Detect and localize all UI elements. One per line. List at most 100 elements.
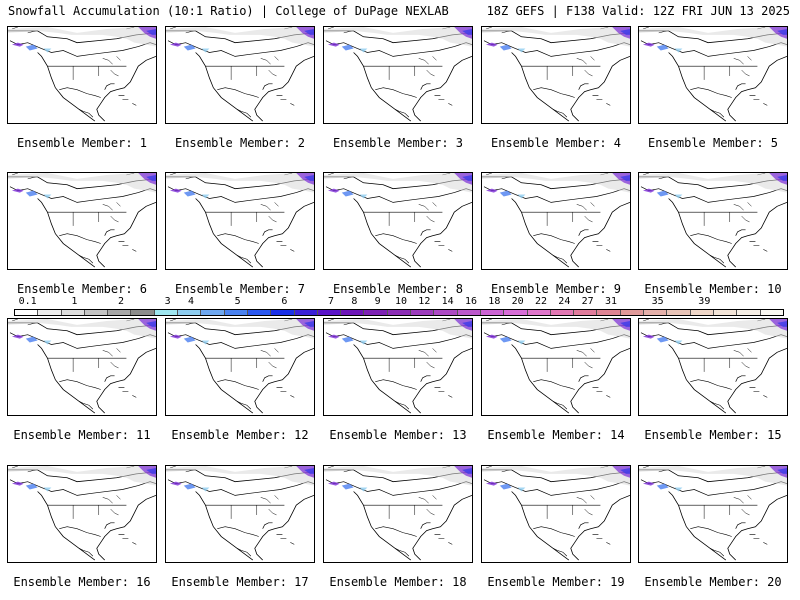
ensemble-member-label: Ensemble Member: 7 [174,282,306,296]
ensemble-member-map [7,465,157,563]
colorbar-tick-label: 1 [71,296,78,307]
colorbar-segment [597,310,621,315]
ensemble-member-map [481,172,631,270]
colorbar-segment [341,310,365,315]
map-title: Snowfall Accumulation (10:1 Ratio) | Col… [8,4,449,18]
colorbar-tick-label: 2 [117,296,125,307]
ensemble-member-label: Ensemble Member: 10 [644,282,782,296]
ensemble-member-map [165,26,315,124]
colorbar-segment [271,310,295,315]
colorbar-segment [364,310,388,315]
north-america-snowfall-map [166,173,314,268]
ensemble-member-label: Ensemble Member: 20 [644,575,782,589]
colorbar-tick-label: 27 [581,296,594,307]
north-america-snowfall-map [482,319,630,414]
ensemble-member-label: Ensemble Member: 8 [332,282,464,296]
colorbar-segment [224,310,248,315]
colorbar-segment [294,310,318,315]
colorbar-segment [550,310,575,315]
ensemble-member-map [323,318,473,416]
ensemble-member-map [638,318,788,416]
colorbar-tick-label: 9 [374,296,381,307]
colorbar-tick-label: 14 [441,296,454,307]
ensemble-member-label: Ensemble Member: 3 [332,136,464,150]
ensemble-member-map [165,465,315,563]
ensemble-member-map [323,172,473,270]
run-info: 18Z GEFS | F138 Valid: 12Z FRI JUN 13 20… [486,4,790,18]
north-america-snowfall-map [8,319,156,414]
ensemble-member-label: Ensemble Member: 12 [171,428,309,442]
ensemble-member-map [481,318,631,416]
colorbar-segment [737,310,761,315]
colorbar-segment [247,310,272,315]
north-america-snowfall-map [482,27,630,122]
north-america-snowfall-map [639,319,787,414]
north-america-snowfall-map [639,173,787,268]
colorbar-tick-label: 39 [698,296,711,307]
ensemble-member-label: Ensemble Member: 18 [329,575,467,589]
ensemble-member-map [165,172,315,270]
colorbar-tick-label: 6 [281,296,288,307]
colorbar-segment [15,310,39,315]
north-america-snowfall-map [166,466,314,561]
colorbar-tick-label: 10 [394,296,408,307]
colorbar-segment [131,310,155,315]
colorbar-tick-label: 0.1 [18,296,37,307]
colorbar-segment [434,310,458,315]
ensemble-member-label: Ensemble Member: 5 [647,136,779,150]
ensemble-member-map [7,172,157,270]
colorbar-segment [387,310,412,315]
colorbar-tick-label: 8 [351,296,358,307]
colorbar-tick-label: 22 [534,296,548,307]
ensemble-member-label: Ensemble Member: 14 [487,428,625,442]
north-america-snowfall-map [166,319,314,414]
colorbar-tick-label: 12 [418,296,431,307]
north-america-snowfall-map [482,173,630,268]
ensemble-member-label: Ensemble Member: 6 [16,282,148,296]
ensemble-member-map [323,26,473,124]
ensemble-member-label: Ensemble Member: 16 [13,575,151,589]
north-america-snowfall-map [324,466,472,561]
colorbar-tick-label: 24 [558,296,571,307]
colorbar-segment [620,310,645,315]
ensemble-member-map [7,318,157,416]
colorbar-segment [667,310,691,315]
ensemble-member-label: Ensemble Member: 15 [644,428,782,442]
north-america-snowfall-map [639,27,787,122]
colorbar-tick-label: 4 [187,296,195,307]
ensemble-member-map [638,26,788,124]
ensemble-member-label: Ensemble Member: 1 [16,136,148,150]
north-america-snowfall-map [482,466,630,561]
north-america-snowfall-map [639,466,787,561]
colorbar-segment [84,310,109,315]
colorbar-segment [411,310,435,315]
ensemble-member-label: Ensemble Member: 11 [13,428,151,442]
snowfall-colorbar [14,309,784,316]
ensemble-member-label: Ensemble Member: 19 [487,575,625,589]
colorbar-segment [38,310,62,315]
ensemble-member-label: Ensemble Member: 4 [490,136,622,150]
colorbar-tick-label: 3 [164,296,171,307]
colorbar-tick-label: 5 [234,296,241,307]
colorbar-segment [317,310,342,315]
colorbar-tick-label: 35 [651,296,664,307]
colorbar-segment [178,310,202,315]
north-america-snowfall-map [8,27,156,122]
colorbar-segment [760,310,783,315]
colorbar-tick-label: 20 [511,296,524,307]
colorbar-segment [504,310,528,315]
north-america-snowfall-map [166,27,314,122]
colorbar-tick-label: 7 [327,296,335,307]
colorbar-tick-label: 31 [604,296,618,307]
north-america-snowfall-map [324,173,472,268]
ensemble-member-map [7,26,157,124]
colorbar-segment [480,310,505,315]
colorbar-segment [108,310,132,315]
ensemble-member-map [638,465,788,563]
colorbar-segment [154,310,179,315]
north-america-snowfall-map [324,27,472,122]
ensemble-member-label: Ensemble Member: 13 [329,428,467,442]
ensemble-member-label: Ensemble Member: 9 [490,282,622,296]
colorbar-segment [690,310,714,315]
colorbar-tick-label: 16 [464,296,478,307]
